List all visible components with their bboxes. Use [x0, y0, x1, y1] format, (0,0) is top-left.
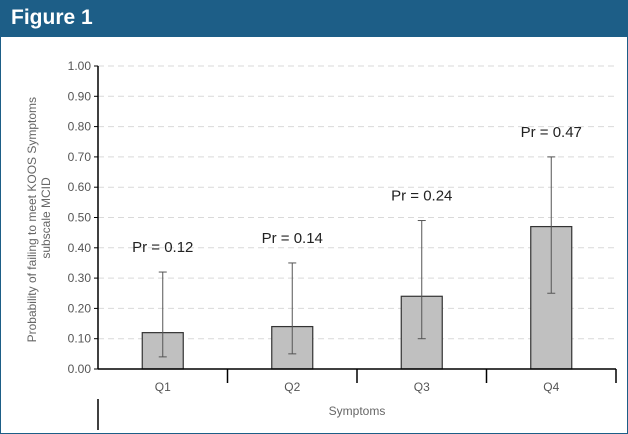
annotation-q4: Pr = 0.47: [521, 124, 582, 141]
error-bars: [158, 156, 556, 358]
y-tick-label: 1.00: [68, 59, 92, 73]
annotation-q3: Pr = 0.24: [391, 188, 452, 205]
y-tick-label: 0.20: [68, 301, 92, 315]
y-axis-title-line-2: subscale MCID: [39, 177, 53, 259]
annotation-q2: Pr = 0.14: [262, 230, 323, 247]
x-tick-label-q4: Q4: [543, 380, 559, 394]
y-tick-label: 0.00: [68, 362, 92, 376]
y-axis-title: Probability of failing to meet KOOS Symp…: [25, 94, 53, 343]
x-tick-label-q3: Q3: [414, 380, 430, 394]
y-tick-label: 0.80: [68, 120, 92, 134]
data-annotations: Pr = 0.12 Pr = 0.14 Pr = 0.24 Pr = 0.47: [132, 124, 582, 256]
y-tick-label: 0.40: [68, 241, 92, 255]
x-tick-labels: Q1 Q2 Q3 Q4: [155, 369, 617, 394]
x-tick-label-q1: Q1: [155, 380, 171, 394]
y-tick-label: 0.70: [68, 150, 92, 164]
y-tick-label: 0.50: [68, 211, 92, 225]
y-tick-label: 0.60: [68, 180, 92, 194]
y-tick-labels: 0.00 0.10 0.20 0.30 0.40 0.50 0.60 0.70 0.80 0.90…: [68, 59, 98, 376]
y-tick-label: 0.10: [68, 332, 92, 346]
y-axis-title-line-1: Probability of failing to meet KOOS Symp…: [25, 97, 39, 342]
x-tick-label-q2: Q2: [284, 380, 300, 394]
x-axis-title: Symptoms: [329, 404, 386, 418]
figure-header: Figure 1: [1, 1, 627, 37]
y-tick-label: 0.30: [68, 271, 92, 285]
annotation-q1: Pr = 0.12: [132, 239, 193, 256]
y-tick-label: 0.90: [68, 89, 92, 103]
bars: [141, 225, 573, 370]
gridlines: [98, 65, 616, 340]
figure-title: Figure 1: [11, 6, 93, 29]
